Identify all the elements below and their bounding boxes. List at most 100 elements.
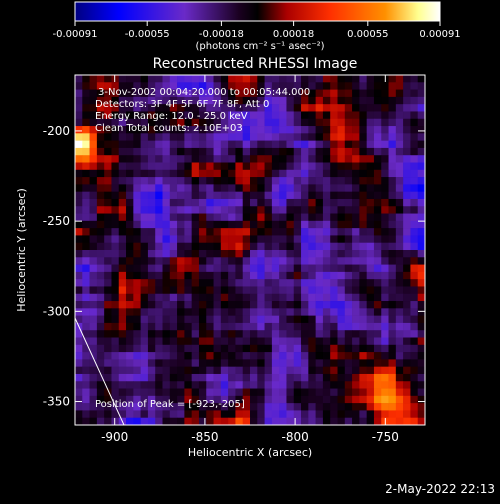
heatmap-cell xyxy=(315,82,324,90)
heatmap-cell xyxy=(410,381,419,389)
heatmap-cell xyxy=(286,322,295,331)
heatmap-cell xyxy=(271,82,280,90)
heatmap-cell xyxy=(111,301,120,309)
heatmap-cell xyxy=(381,381,389,389)
heatmap-cell xyxy=(118,410,127,419)
heatmap-cell xyxy=(242,104,251,112)
heatmap-cell xyxy=(162,220,171,229)
heatmap-cell xyxy=(315,403,324,411)
heatmap-cell xyxy=(359,155,367,163)
heatmap-cell xyxy=(264,220,273,229)
heatmap-cell xyxy=(235,279,244,287)
heatmap-cell xyxy=(162,147,171,156)
heatmap-cell xyxy=(235,301,244,309)
heatmap-cell xyxy=(388,264,397,273)
heatmap-cell xyxy=(75,177,83,185)
heatmap-cell xyxy=(366,293,375,302)
heatmap-cell xyxy=(250,75,258,83)
heatmap-cell xyxy=(155,242,163,251)
heatmap-cell xyxy=(89,395,98,404)
heatmap-cell xyxy=(410,133,419,141)
heatmap-cell xyxy=(403,111,411,120)
heatmap-cell xyxy=(126,381,134,389)
heatmap-cell xyxy=(162,301,171,309)
heatmap-cell xyxy=(198,126,207,134)
heatmap-cell xyxy=(140,308,149,316)
heatmap-cell xyxy=(206,301,214,309)
heatmap-cell xyxy=(352,403,360,411)
heatmap-cell xyxy=(89,96,98,105)
heatmap-cell xyxy=(315,395,324,404)
heatmap-cell xyxy=(381,264,389,273)
heatmap-cell xyxy=(352,395,360,404)
heatmap-cell xyxy=(133,308,141,316)
heatmap-cell xyxy=(147,242,156,251)
heatmap-cell xyxy=(366,89,375,98)
heatmap-cell xyxy=(235,366,244,375)
heatmap-cell xyxy=(191,381,200,389)
heatmap-cell xyxy=(337,162,346,171)
heatmap-cell xyxy=(315,308,324,316)
heatmap-cell xyxy=(337,89,346,98)
heatmap-cell xyxy=(417,191,425,200)
heatmap-cell xyxy=(220,177,229,185)
heatmap-cell xyxy=(279,162,287,171)
heatmap-cell xyxy=(279,352,287,360)
heatmap-cell xyxy=(315,198,324,207)
heatmap-cell xyxy=(220,147,229,156)
heatmap-cell xyxy=(111,381,120,389)
heatmap-cell xyxy=(155,366,163,375)
heatmap-cell xyxy=(206,293,214,302)
heatmap-cell xyxy=(133,242,141,251)
heatmap-cell xyxy=(75,118,83,127)
heatmap-cell xyxy=(169,235,178,244)
heatmap-cell xyxy=(191,191,200,200)
heatmap-cell xyxy=(322,169,331,178)
heatmap-cell xyxy=(206,82,214,90)
timestamp: 2-May-2022 22:13 xyxy=(385,482,495,496)
heatmap-cell xyxy=(330,147,338,156)
heatmap-cell xyxy=(337,264,346,273)
heatmap-cell xyxy=(257,250,265,258)
heatmap-cell xyxy=(315,118,324,127)
heatmap-cell xyxy=(75,198,83,207)
heatmap-cell xyxy=(140,337,149,346)
heatmap-cell xyxy=(198,96,207,105)
heatmap-cell xyxy=(322,417,331,425)
heatmap-cell xyxy=(126,220,134,229)
heatmap-cell xyxy=(140,162,149,171)
heatmap-cell xyxy=(250,177,258,185)
heatmap-cell xyxy=(403,308,411,316)
heatmap-cell xyxy=(96,184,105,192)
heatmap-cell xyxy=(271,388,280,397)
heatmap-cell xyxy=(315,301,324,309)
heatmap-cell xyxy=(133,169,141,178)
heatmap-cell xyxy=(322,308,331,316)
heatmap-cell xyxy=(82,279,90,287)
heatmap-cell xyxy=(366,198,375,207)
heatmap-cell xyxy=(118,330,127,338)
heatmap-cell xyxy=(417,126,425,134)
heatmap-cell xyxy=(75,82,83,90)
heatmap-cell xyxy=(344,293,353,302)
heatmap-cell xyxy=(410,96,419,105)
heatmap-cell xyxy=(381,330,389,338)
heatmap-cell xyxy=(111,315,120,324)
heatmap-cell xyxy=(96,198,105,207)
heatmap-cell xyxy=(126,133,134,141)
heatmap-cell xyxy=(381,220,389,229)
heatmap-cell xyxy=(191,308,200,316)
heatmap-cell xyxy=(228,388,236,397)
heatmap-cell xyxy=(271,279,280,287)
heatmap-cell xyxy=(286,293,295,302)
heatmap-cell xyxy=(337,169,346,178)
heatmap-cell xyxy=(381,213,389,222)
heatmap-cell xyxy=(228,366,236,375)
heatmap-cell xyxy=(162,395,171,404)
heatmap-cell xyxy=(388,271,397,280)
heatmap-cell xyxy=(388,388,397,397)
heatmap-cell xyxy=(184,250,192,258)
heatmap-cell xyxy=(89,242,98,251)
heatmap-cell xyxy=(206,133,214,141)
heatmap-cell xyxy=(344,155,353,163)
